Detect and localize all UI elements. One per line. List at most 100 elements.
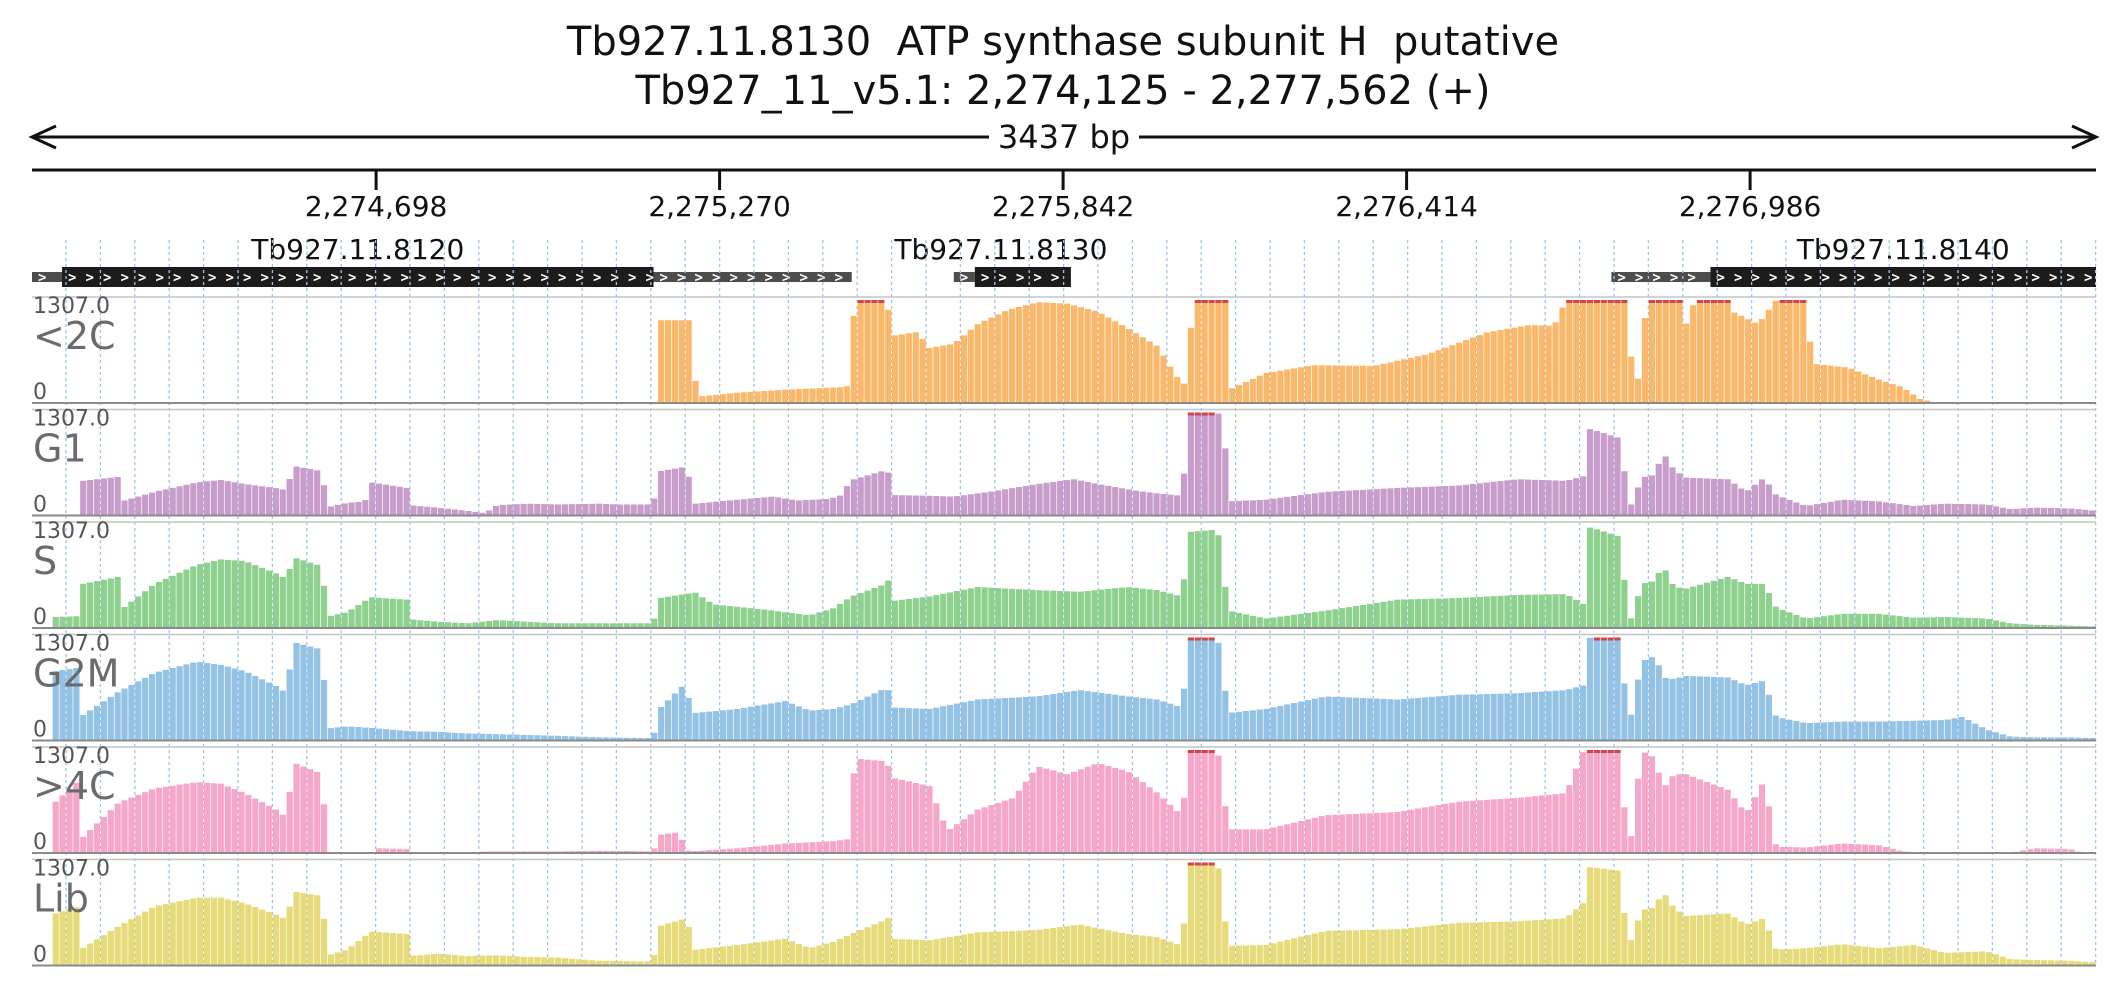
- coverage-bar: [1724, 300, 1731, 403]
- coverage-bar: [1291, 703, 1298, 741]
- coverage-bar: [1215, 868, 1222, 966]
- coverage-bar: [1070, 925, 1078, 966]
- coverage-bar: [561, 958, 568, 966]
- track-name: <2C: [33, 314, 116, 358]
- coverage-bar: [80, 947, 87, 966]
- coverage-bar: [1724, 479, 1731, 516]
- coverage-bar: [1077, 307, 1084, 403]
- coverage-bar: [1229, 501, 1236, 516]
- coverage-bar: [210, 561, 218, 628]
- coverage-bar: [279, 917, 286, 966]
- coverage-bar: [1752, 322, 1759, 403]
- coverage-bar: [1229, 388, 1236, 403]
- coverage-bar: [1036, 929, 1043, 966]
- coverage-bar: [2061, 960, 2068, 966]
- coverage-bar: [1112, 487, 1119, 516]
- coverage-bar: [1036, 696, 1043, 741]
- coverage-bar: [135, 596, 142, 628]
- coverage-bar: [190, 782, 197, 853]
- coverage-bar: [1868, 947, 1876, 966]
- coverage-bar: [1703, 676, 1711, 741]
- coverage-bar: [568, 623, 575, 628]
- coverage-bar: [465, 623, 472, 628]
- coverage-bar: [1972, 951, 1979, 966]
- gene-cds-chevron: >: [2084, 270, 2092, 286]
- coverage-bar: [596, 737, 603, 741]
- coverage-bar: [2027, 959, 2034, 966]
- coverage-bar: [603, 737, 610, 741]
- coverage-bar: [2040, 625, 2048, 628]
- ruler-tick-label: 2,276,986: [1679, 190, 1822, 223]
- coverage-bar: [1820, 616, 1827, 628]
- coverage-bar: [1586, 637, 1594, 741]
- coverage-bar: [1683, 477, 1690, 516]
- coverage-bar: [293, 763, 300, 853]
- coverage-bar: [1511, 479, 1518, 516]
- coverage-bar: [630, 737, 637, 741]
- coverage-bar: [1497, 481, 1504, 516]
- coverage-bar: [1201, 300, 1208, 403]
- clipped-marker: [1614, 637, 1621, 641]
- coverage-bar: [142, 911, 149, 966]
- coverage-bar: [1490, 331, 1497, 403]
- coverage-bar: [148, 492, 156, 516]
- coverage-bar: [664, 469, 672, 516]
- coverage-bar: [699, 948, 706, 966]
- coverage-bar: [1325, 815, 1332, 853]
- coverage-bar: [1119, 587, 1126, 628]
- coverage-bar: [1848, 368, 1855, 403]
- coverage-bar: [492, 505, 500, 516]
- coverage-bar: [424, 731, 431, 741]
- coverage-bar: [1167, 804, 1174, 853]
- coverage-bar: [444, 508, 451, 516]
- coverage-bar: [926, 596, 933, 628]
- gene-cds-chevron: >: [2014, 270, 2022, 286]
- coverage-bar: [320, 485, 328, 516]
- coverage-bar: [967, 933, 974, 966]
- coverage-bar: [630, 504, 637, 516]
- coverage-bar: [1304, 613, 1311, 628]
- coverage-bar: [1635, 679, 1642, 741]
- gene-utr5-chevron: >: [1670, 270, 1678, 286]
- coverage-bar: [974, 699, 981, 741]
- coverage-bar: [1765, 930, 1772, 966]
- coverage-bar: [376, 597, 383, 628]
- coverage-bar: [1538, 325, 1545, 403]
- coverage-bar: [1490, 596, 1497, 628]
- coverage-bar: [1325, 491, 1332, 516]
- coverage-bar: [589, 503, 596, 516]
- coverage-bar: [548, 735, 555, 741]
- coverage-bar: [1827, 945, 1834, 966]
- coverage-bar: [1242, 500, 1250, 516]
- track-name: G2M: [33, 652, 119, 696]
- coverage-bar: [1793, 300, 1800, 403]
- coverage-bar: [355, 501, 362, 516]
- coverage-bar: [1064, 591, 1071, 628]
- coverage-bar: [1504, 798, 1511, 853]
- coverage-bar: [1057, 927, 1064, 966]
- coverage-bar: [713, 604, 720, 628]
- clipped-marker: [1779, 300, 1786, 303]
- coverage-bar: [733, 945, 740, 966]
- coverage-bar: [2006, 958, 2013, 966]
- coverage-bar: [1628, 504, 1635, 516]
- coverage-bar: [1084, 766, 1091, 853]
- coverage-bar: [320, 919, 328, 966]
- coverage-bar: [1827, 615, 1834, 628]
- coverage-bar: [107, 696, 114, 741]
- coverage-bar: [754, 608, 761, 628]
- coverage-bar: [534, 503, 541, 516]
- coverage-bar: [52, 616, 59, 628]
- coverage-bar: [885, 580, 892, 628]
- coverage-bar: [204, 663, 211, 741]
- coverage-bar: [953, 340, 961, 403]
- coverage-bar: [554, 623, 562, 628]
- coverage-bar: [1958, 952, 1965, 966]
- coverage-bar: [1015, 930, 1023, 966]
- coverage-bar: [1793, 847, 1800, 853]
- coverage-bar: [726, 393, 734, 403]
- coverage-bar: [609, 850, 617, 853]
- gene-cds-chevron: >: [1891, 270, 1899, 286]
- coverage-bar: [1352, 813, 1360, 853]
- coverage-bar: [1703, 782, 1711, 853]
